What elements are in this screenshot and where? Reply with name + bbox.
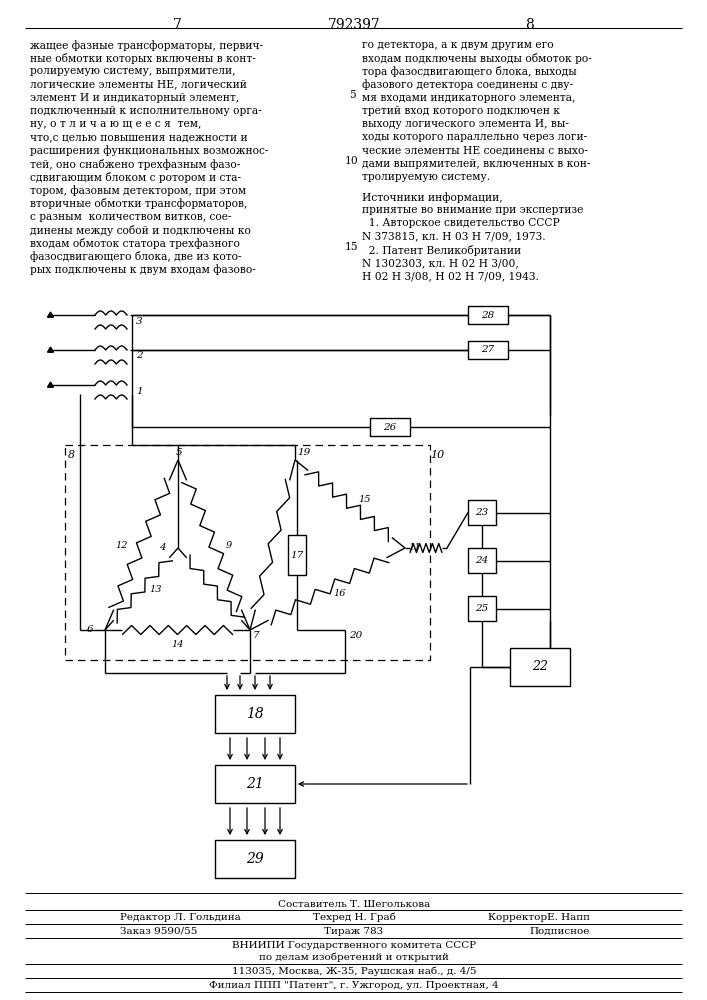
Text: что,с целью повышения надежности и: что,с целью повышения надежности и <box>30 132 247 142</box>
Text: входам подключены выходы обмоток ро-: входам подключены выходы обмоток ро- <box>362 53 592 64</box>
Text: 792397: 792397 <box>327 18 380 32</box>
Text: ческие элементы НЕ соединены с выхо-: ческие элементы НЕ соединены с выхо- <box>362 146 588 156</box>
Text: N 373815, кл. Н 03 Н 7/09, 1973.: N 373815, кл. Н 03 Н 7/09, 1973. <box>362 231 546 241</box>
Text: 20: 20 <box>349 631 362 640</box>
Text: 18: 18 <box>246 707 264 721</box>
Bar <box>468 548 496 573</box>
Text: жащее фазные трансформаторы, первич-: жащее фазные трансформаторы, первич- <box>30 40 263 51</box>
Text: 11: 11 <box>408 544 421 552</box>
Text: тором, фазовым детектором, при этом: тором, фазовым детектором, при этом <box>30 185 246 196</box>
Text: ные обмотки которых включены в конт-: ные обмотки которых включены в конт- <box>30 53 256 64</box>
Text: 10: 10 <box>345 156 359 166</box>
Text: 5: 5 <box>175 448 182 457</box>
Bar <box>215 765 295 803</box>
Text: 17: 17 <box>291 550 303 560</box>
Text: Н 02 Н 3/08, Н 02 Н 7/09, 1943.: Н 02 Н 3/08, Н 02 Н 7/09, 1943. <box>362 271 539 281</box>
Text: Техред Н. Граб: Техред Н. Граб <box>312 913 395 922</box>
Text: 8: 8 <box>525 18 534 32</box>
Text: 24: 24 <box>475 556 489 565</box>
Text: 1. Авторское свидетельство СССР: 1. Авторское свидетельство СССР <box>362 218 560 228</box>
Text: сдвигающим блоком с ротором и ста-: сдвигающим блоком с ротором и ста- <box>30 172 241 183</box>
Text: ходы которого параллельно через логи-: ходы которого параллельно через логи- <box>362 132 588 142</box>
Text: Редактор Л. Гольдина: Редактор Л. Гольдина <box>120 913 241 922</box>
Text: по делам изобретений и открытий: по делам изобретений и открытий <box>259 953 449 962</box>
Text: мя входами индикаторного элемента,: мя входами индикаторного элемента, <box>362 93 575 103</box>
Text: дами выпрямителей, включенных в кон-: дами выпрямителей, включенных в кон- <box>362 159 590 169</box>
Text: Филиал ППП "Патент", г. Ужгород, ул. Проектная, 4: Филиал ППП "Патент", г. Ужгород, ул. Про… <box>209 981 499 990</box>
Text: 12: 12 <box>115 540 127 550</box>
Text: с разным  количеством витков, сое-: с разным количеством витков, сое- <box>30 212 232 222</box>
Text: Заказ 9590/55: Заказ 9590/55 <box>120 927 197 936</box>
Text: 19: 19 <box>297 448 310 457</box>
Text: входам обмоток статора трехфазного: входам обмоток статора трехфазного <box>30 238 240 249</box>
Bar <box>215 840 295 878</box>
Text: 21: 21 <box>246 777 264 791</box>
Text: 4: 4 <box>159 544 166 552</box>
Text: ну, о т л и ч а ю щ е е с я  тем,: ну, о т л и ч а ю щ е е с я тем, <box>30 119 201 129</box>
Text: 2: 2 <box>136 352 143 360</box>
Text: Составитель Т. Шеголькова: Составитель Т. Шеголькова <box>278 900 430 909</box>
Bar <box>510 648 570 686</box>
Text: тей, оно снабжено трехфазным фазо-: тей, оно снабжено трехфазным фазо- <box>30 159 240 170</box>
Text: Подписное: Подписное <box>530 927 590 936</box>
Text: ВНИИПИ Государственного комитета СССР: ВНИИПИ Государственного комитета СССР <box>232 941 476 950</box>
Text: 2. Патент Великобритании: 2. Патент Великобритании <box>362 245 521 256</box>
Text: Тираж 783: Тираж 783 <box>325 927 384 936</box>
Text: 8: 8 <box>68 450 75 460</box>
Text: 28: 28 <box>481 310 495 320</box>
Text: 7: 7 <box>173 18 182 32</box>
Text: 14: 14 <box>171 640 184 649</box>
Text: принятые во внимание при экспертизе: принятые во внимание при экспертизе <box>362 205 583 215</box>
Text: 23: 23 <box>475 508 489 517</box>
Text: 1: 1 <box>136 386 143 395</box>
Bar <box>468 596 496 621</box>
Bar <box>215 695 295 733</box>
Text: логические элементы НЕ, логический: логические элементы НЕ, логический <box>30 80 247 90</box>
Text: 25: 25 <box>475 604 489 613</box>
Text: 27: 27 <box>481 346 495 355</box>
Text: 6: 6 <box>86 626 93 635</box>
Text: 29: 29 <box>246 852 264 866</box>
Text: третий вход которого подключен к: третий вход которого подключен к <box>362 106 560 116</box>
Text: расширения функциональных возможнос-: расширения функциональных возможнос- <box>30 146 269 156</box>
Text: 7: 7 <box>253 631 259 640</box>
Text: 15: 15 <box>345 242 359 252</box>
Text: N 1302303, кл. Н 02 Н 3/00,: N 1302303, кл. Н 02 Н 3/00, <box>362 258 519 268</box>
Text: 5: 5 <box>349 90 356 100</box>
Text: тролируемую систему.: тролируемую систему. <box>362 172 490 182</box>
Text: фазосдвигающего блока, две из кото-: фазосдвигающего блока, две из кото- <box>30 251 242 262</box>
Text: 13: 13 <box>149 584 162 593</box>
Text: Источники информации,: Источники информации, <box>362 192 503 203</box>
Text: динены между собой и подключены ко: динены между собой и подключены ко <box>30 225 251 236</box>
Bar <box>65 445 430 660</box>
Bar <box>468 306 508 324</box>
Bar <box>370 418 410 436</box>
Text: ролируемую систему, выпрямители,: ролируемую систему, выпрямители, <box>30 66 235 76</box>
Bar <box>468 341 508 359</box>
Text: 15: 15 <box>358 495 370 504</box>
Bar <box>288 535 306 575</box>
Bar <box>468 500 496 525</box>
Text: 16: 16 <box>334 588 346 597</box>
Text: тора фазосдвигающего блока, выходы: тора фазосдвигающего блока, выходы <box>362 66 577 77</box>
Text: 22: 22 <box>532 660 548 674</box>
Text: вторичные обмотки трансформаторов,: вторичные обмотки трансформаторов, <box>30 198 247 209</box>
Text: выходу логического элемента И, вы-: выходу логического элемента И, вы- <box>362 119 569 129</box>
Text: 3: 3 <box>136 316 143 326</box>
Text: 113035, Москва, Ж-35, Раушская наб., д. 4/5: 113035, Москва, Ж-35, Раушская наб., д. … <box>232 967 477 976</box>
Text: КорректорЕ. Напп: КорректорЕ. Напп <box>488 913 590 922</box>
Text: 9: 9 <box>226 540 233 550</box>
Text: 26: 26 <box>383 422 397 432</box>
Text: подключенный к исполнительному орга-: подключенный к исполнительному орга- <box>30 106 262 116</box>
Text: фазового детектора соединены с дву-: фазового детектора соединены с дву- <box>362 80 573 90</box>
Text: элемент И и индикаторный элемент,: элемент И и индикаторный элемент, <box>30 93 239 103</box>
Text: го детектора, а к двум другим его: го детектора, а к двум другим его <box>362 40 554 50</box>
Text: 10: 10 <box>430 450 444 460</box>
Text: рых подключены к двум входам фазово-: рых подключены к двум входам фазово- <box>30 264 256 275</box>
